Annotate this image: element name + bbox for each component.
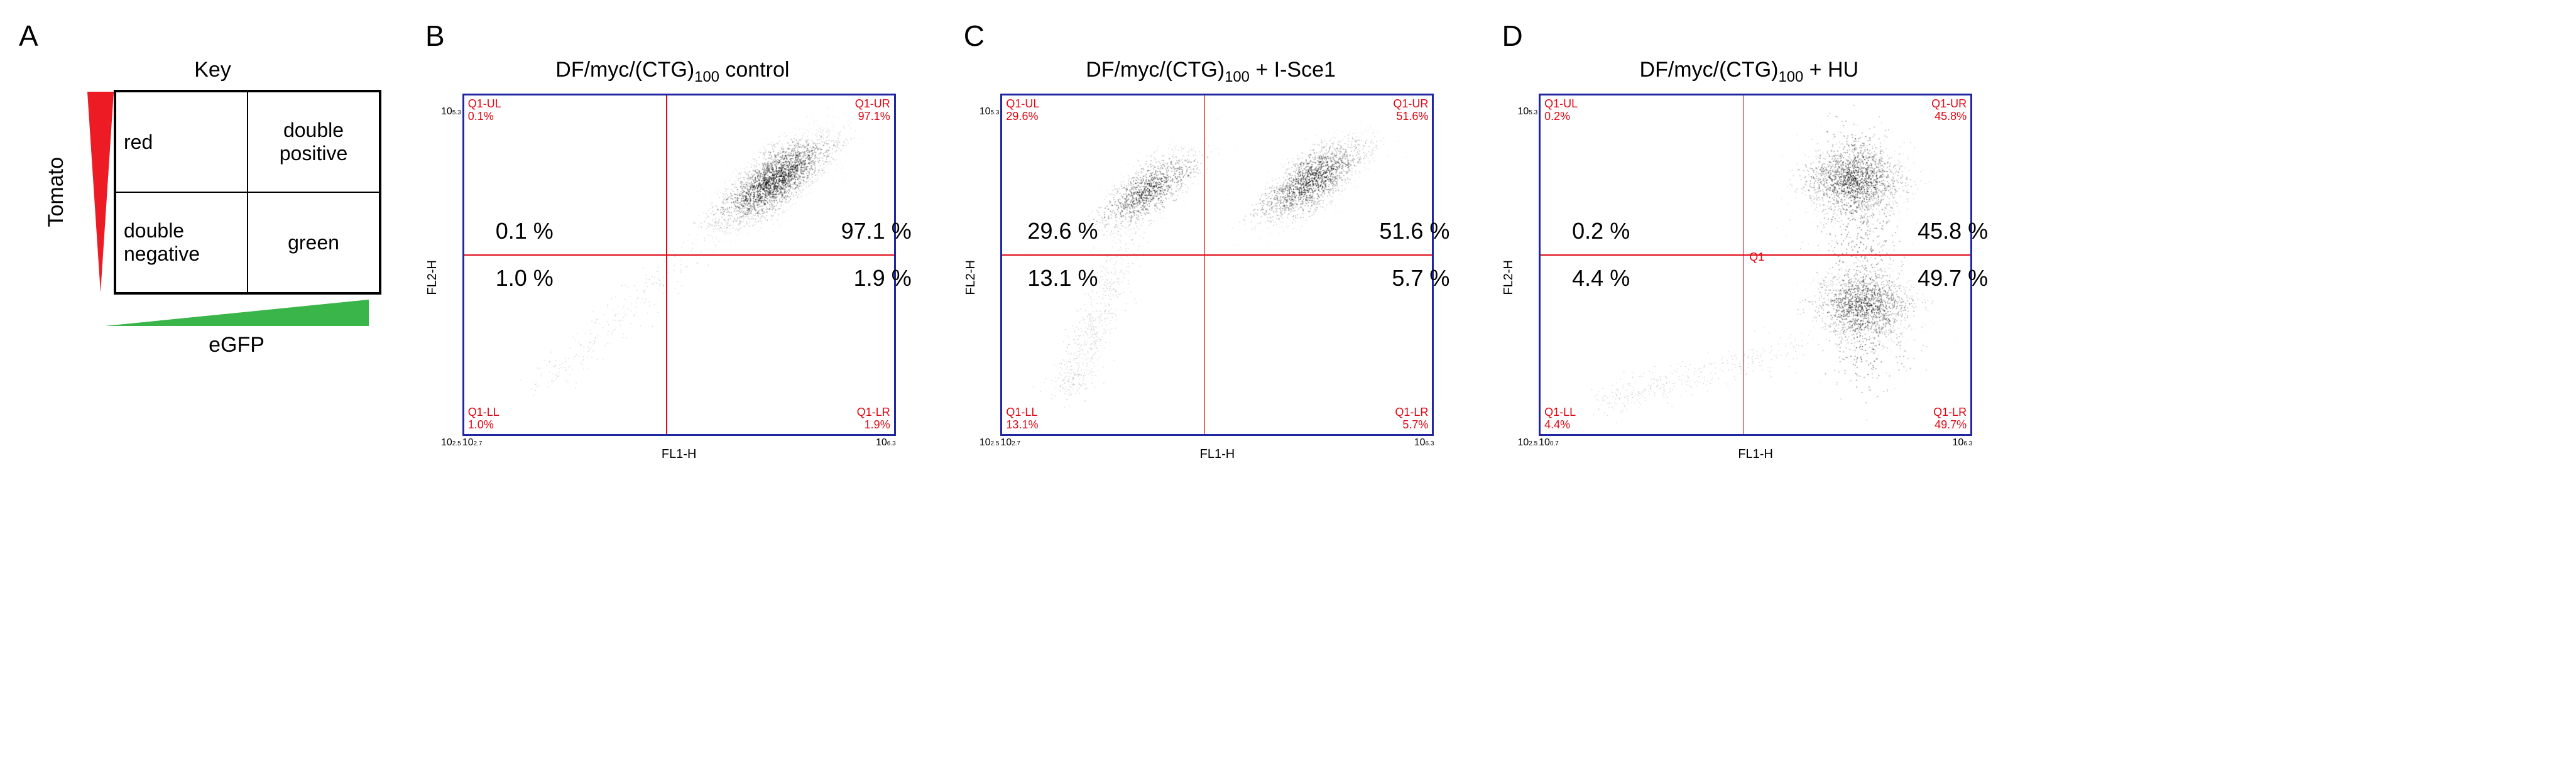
q-label-ul: Q1-UL0.1% <box>468 98 501 123</box>
overlay-lr: 1.9 % <box>854 265 912 291</box>
q-label-ll: Q1-LL13.1% <box>1006 406 1038 432</box>
panel-a: A Key Tomato red doublepositive doublene… <box>19 19 381 357</box>
q-label-ur: Q1-UR97.1% <box>855 98 890 123</box>
key-title: Key <box>194 58 231 82</box>
q-label-lr: Q1-LR5.7% <box>1395 406 1428 432</box>
panel-c-label: C <box>964 19 985 53</box>
panel-c-plot: FL2-H 105.3 102.5 Q1-UL29.6% Q1-UR51.6% … <box>964 94 1458 462</box>
panel-b-yaxis: FL2-H <box>425 260 440 295</box>
overlay-lr: 5.7 % <box>1392 265 1449 291</box>
quad-v-line <box>1204 95 1206 434</box>
overlay-ur: 97.1 % <box>841 218 912 244</box>
overlay-ul: 0.2 % <box>1572 218 1630 244</box>
panel-b-xaxis: FL1-H <box>662 447 697 462</box>
panel-b-facs-box: Q1-UL0.1% Q1-UR97.1% Q1-LL1.0% Q1-LR1.9%… <box>462 94 896 436</box>
overlay-ur: 45.8 % <box>1918 218 1988 244</box>
key-y-axis-label: Tomato <box>44 157 68 227</box>
key-diagram: Key Tomato red doublepositive doublenega… <box>44 58 381 357</box>
q-label-lr: Q1-LR49.7% <box>1933 406 1967 432</box>
overlay-ll: 1.0 % <box>496 265 554 291</box>
panel-c-facs-box: Q1-UL29.6% Q1-UR51.6% Q1-LL13.1% Q1-LR5.… <box>1000 94 1434 436</box>
panel-d-label: D <box>1502 19 1522 53</box>
panel-c: C DF/myc/(CTG)100 + I-Sce1 FL2-H 105.3 1… <box>964 19 1458 462</box>
q-label-lr: Q1-LR1.9% <box>857 406 890 432</box>
panel-d-yaxis: FL2-H <box>1502 260 1516 295</box>
q-label-ur: Q1-UR51.6% <box>1393 98 1428 123</box>
overlay-lr: 49.7 % <box>1918 265 1988 291</box>
quad-v-line <box>1743 95 1744 434</box>
q1-mid-label: Q1 <box>1749 251 1764 264</box>
panel-b-label: B <box>425 19 445 53</box>
panel-d-plot: FL2-H 105.3 102.5 Q1-UL0.2% Q1-UR45.8% Q… <box>1502 94 1996 462</box>
panel-a-label: A <box>19 19 38 53</box>
overlay-ur: 51.6 % <box>1379 218 1449 244</box>
key-grid: red doublepositive doublenegative green <box>114 90 381 295</box>
quad-v-line <box>666 95 667 434</box>
quad-h-line <box>1002 254 1432 256</box>
key-cell-ul: red <box>116 92 248 192</box>
panel-c-yticks: 105.3 102.5 <box>980 106 1000 448</box>
panel-d: D DF/myc/(CTG)100 + HU FL2-H 105.3 102.5… <box>1502 19 1996 462</box>
panel-b-title: DF/myc/(CTG)100 control <box>555 58 789 86</box>
panel-d-yticks: 105.3 102.5 <box>1517 106 1537 448</box>
panel-b-yticks: 105.3 102.5 <box>441 106 461 448</box>
overlay-ul: 0.1 % <box>496 218 554 244</box>
q-label-ul: Q1-UL0.2% <box>1544 98 1578 123</box>
quad-h-line <box>464 254 894 256</box>
overlay-ul: 29.6 % <box>1027 218 1098 244</box>
red-gradient-triangle-icon <box>87 92 114 293</box>
key-cell-lr: green <box>248 192 379 293</box>
overlay-ll: 4.4 % <box>1572 265 1630 291</box>
q-label-ur: Q1-UR45.8% <box>1931 98 1967 123</box>
panel-b: B DF/myc/(CTG)100 control FL2-H 105.3 10… <box>425 19 920 462</box>
panel-c-yaxis: FL2-H <box>964 260 978 295</box>
key-cell-ll: doublenegative <box>116 192 248 293</box>
q-label-ul: Q1-UL29.6% <box>1006 98 1039 123</box>
key-cell-ur: doublepositive <box>248 92 379 192</box>
green-gradient-triangle-icon <box>105 300 369 329</box>
ytick-bot: 102.5 <box>441 437 461 448</box>
panel-d-xaxis: FL1-H <box>1738 447 1773 462</box>
panel-c-title: DF/myc/(CTG)100 + I-Sce1 <box>1086 58 1336 86</box>
panel-d-facs-box: Q1-UL0.2% Q1-UR45.8% Q1-LL4.4% Q1-LR49.7… <box>1539 94 1972 436</box>
key-x-axis-label: eGFP <box>209 333 265 357</box>
panel-c-xaxis: FL1-H <box>1200 447 1235 462</box>
overlay-ll: 13.1 % <box>1027 265 1098 291</box>
q-label-ll: Q1-LL4.4% <box>1544 406 1576 432</box>
ytick-top: 105.3 <box>441 106 461 117</box>
panel-d-title: DF/myc/(CTG)100 + HU <box>1640 58 1859 86</box>
panel-b-plot: FL2-H 105.3 102.5 Q1-UL0.1% Q1-UR97.1% Q… <box>425 94 920 462</box>
q-label-ll: Q1-LL1.0% <box>468 406 499 432</box>
